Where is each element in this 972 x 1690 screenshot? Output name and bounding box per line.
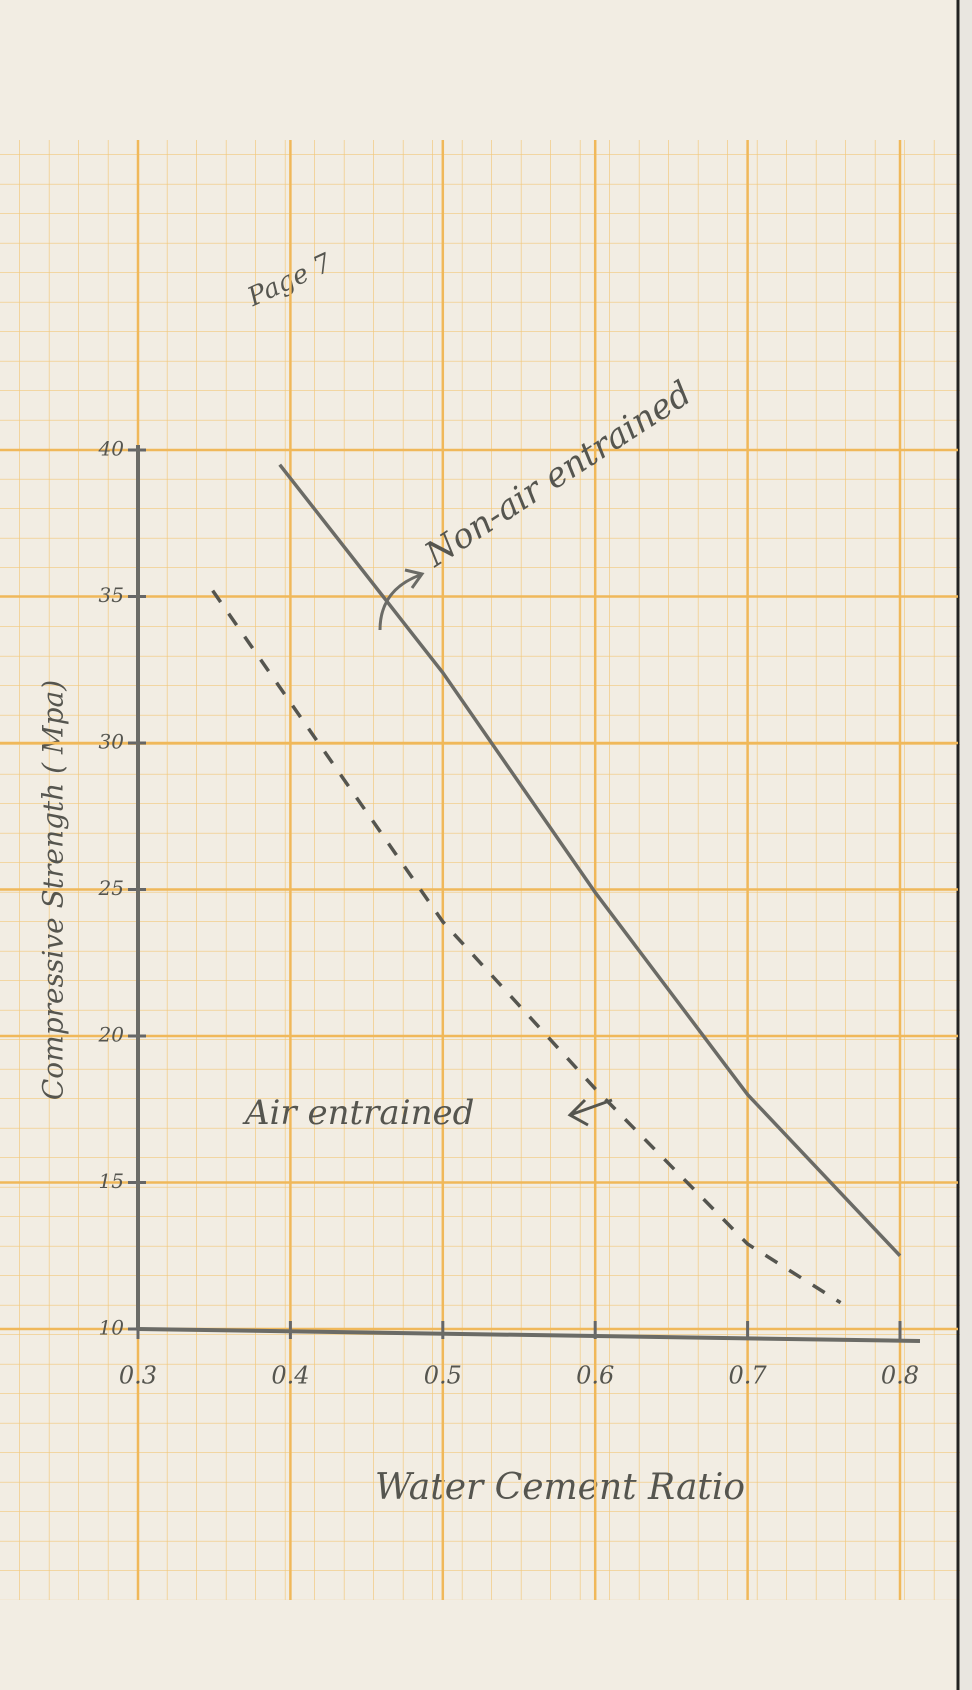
y-tick-label: 15: [99, 1169, 124, 1193]
page: Page 7 Water Cement Ratio Compressive St…: [0, 0, 972, 1690]
x-tick-label: 0.4: [271, 1362, 309, 1390]
y-tick-label: 10: [99, 1316, 125, 1340]
x-axis-label: Water Cement Ratio: [375, 1467, 745, 1508]
x-tick-label: 0.3: [119, 1362, 157, 1390]
y-tick-label: 25: [98, 876, 124, 900]
x-tick-label: 0.7: [729, 1362, 768, 1390]
y-tick-label: 30: [99, 730, 125, 754]
x-tick-label: 0.5: [424, 1362, 462, 1390]
x-tick-label: 0.8: [881, 1362, 919, 1390]
series-label: Air entrained: [242, 1093, 474, 1133]
y-tick-label: 40: [98, 437, 125, 461]
x-tick-label: 0.6: [576, 1362, 614, 1390]
y-tick-label: 35: [99, 583, 124, 607]
y-tick-label: 20: [98, 1023, 125, 1047]
chart: Page 7 Water Cement Ratio Compressive St…: [0, 0, 972, 1690]
